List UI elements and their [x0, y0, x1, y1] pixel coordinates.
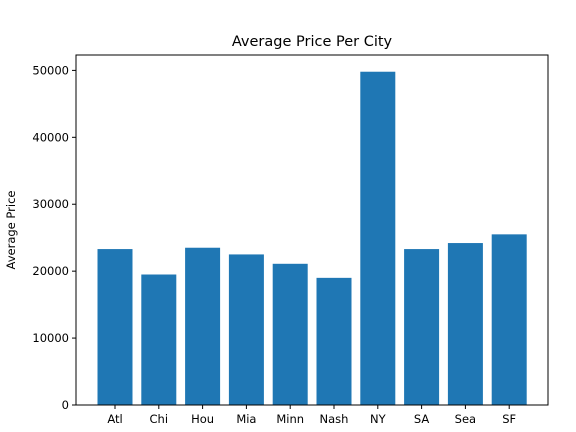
y-tick-label: 20000 — [32, 264, 69, 278]
x-tick-label: NY — [370, 412, 387, 426]
y-axis-label: Average Price — [4, 191, 18, 270]
x-tick-label: SA — [414, 412, 430, 426]
y-tick-label: 10000 — [32, 331, 69, 345]
x-tick-label: Atl — [107, 412, 122, 426]
bar-sea — [447, 243, 483, 405]
bar-sa — [404, 249, 440, 405]
x-axis: Atl Chi Hou Mia Minn Nash NY SA Sea SF — [107, 405, 516, 426]
y-tick-label: 0 — [62, 398, 69, 412]
x-tick-label: Minn — [276, 412, 304, 426]
x-tick-label: SF — [502, 412, 516, 426]
bar-atl — [97, 249, 133, 405]
bar-hou — [185, 247, 221, 405]
chart-title: Average Price Per City — [232, 34, 393, 50]
y-tick-label: 50000 — [32, 63, 69, 77]
y-tick-label: 30000 — [32, 197, 69, 211]
bar-ny — [360, 71, 396, 405]
x-tick-label: Hou — [191, 412, 214, 426]
bar-chi — [141, 274, 177, 405]
y-tick-label: 40000 — [32, 130, 69, 144]
x-tick-label: Sea — [455, 412, 476, 426]
y-axis: 0 10000 20000 30000 40000 50000 — [32, 63, 76, 412]
bar-mia — [228, 254, 264, 405]
x-tick-label: Chi — [150, 412, 169, 426]
x-tick-label: Mia — [236, 412, 256, 426]
bar-minn — [272, 263, 308, 405]
bar-nash — [316, 277, 352, 405]
bar-sf — [491, 234, 527, 405]
plot-frame — [75, 54, 549, 406]
bars-group — [97, 71, 527, 405]
x-tick-label: Nash — [320, 412, 349, 426]
